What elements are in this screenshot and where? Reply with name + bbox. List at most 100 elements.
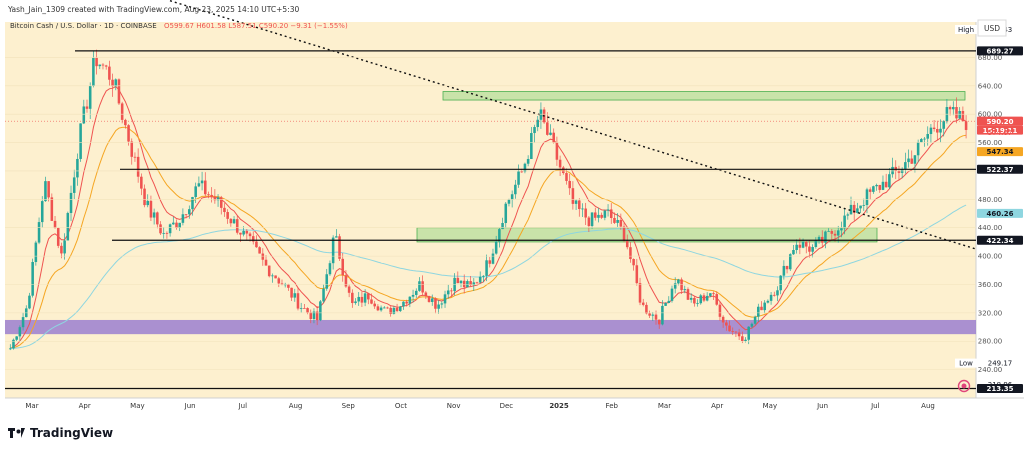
candle-body bbox=[782, 265, 786, 276]
candle-body bbox=[312, 311, 316, 319]
candle-body bbox=[443, 294, 447, 304]
candle-body bbox=[114, 79, 118, 87]
price-tag-text: 249.17 bbox=[988, 360, 1013, 368]
candle-body bbox=[15, 336, 18, 340]
price-tag-box bbox=[977, 125, 1023, 135]
candle-body bbox=[952, 107, 955, 110]
candle-body bbox=[817, 236, 821, 241]
candle-body bbox=[303, 308, 306, 309]
candle-body bbox=[191, 197, 194, 210]
candle-body bbox=[53, 220, 57, 228]
candle-body bbox=[360, 296, 364, 303]
candle-body bbox=[386, 307, 389, 309]
candle-body bbox=[18, 327, 22, 337]
candle-body bbox=[571, 188, 575, 204]
candle-body bbox=[478, 276, 482, 283]
y-tick-label: 360.00 bbox=[978, 281, 1003, 289]
price-labels-layer: 719.43High689.27590.2015:19:11574.07547.… bbox=[955, 24, 1023, 393]
x-tick-label: Oct bbox=[395, 402, 407, 410]
y-tick-label: 240.00 bbox=[978, 366, 1003, 374]
candle-body bbox=[702, 295, 706, 301]
candle-body bbox=[533, 127, 536, 134]
candle-body bbox=[801, 241, 805, 248]
x-tick-label: 2025 bbox=[549, 402, 569, 410]
candle-body bbox=[299, 308, 303, 309]
candle-body bbox=[741, 336, 744, 342]
candle-body bbox=[712, 293, 715, 295]
candle-body bbox=[462, 280, 466, 288]
candle-body bbox=[603, 210, 607, 218]
candle-body bbox=[737, 332, 741, 337]
candle-body bbox=[753, 316, 757, 324]
candle-body bbox=[613, 217, 616, 223]
candle-body bbox=[402, 301, 405, 307]
candle-body bbox=[856, 208, 859, 213]
candle-body bbox=[267, 265, 271, 277]
candle-body bbox=[897, 170, 901, 173]
candle-body bbox=[507, 199, 511, 204]
candle-body bbox=[216, 197, 220, 201]
candle-body bbox=[239, 232, 242, 235]
y-tick-label: 320.00 bbox=[978, 309, 1003, 317]
price-tag-box bbox=[977, 46, 1023, 56]
y-tick-label: 560.00 bbox=[978, 139, 1003, 147]
candle-body bbox=[651, 314, 655, 316]
candle-body bbox=[555, 142, 559, 160]
candle-body bbox=[111, 79, 114, 87]
price-tag-text: 213.35 bbox=[986, 385, 1013, 393]
candle-body bbox=[648, 313, 651, 316]
x-tick-label: Mar bbox=[658, 402, 671, 410]
candle-body bbox=[88, 85, 92, 109]
candle-body bbox=[884, 181, 888, 188]
y-axis-ticks: 240.00 280.00 320.00 360.00 400.00 440.00 480.… bbox=[5, 54, 1002, 374]
candle-body bbox=[280, 283, 284, 285]
candle-body bbox=[328, 263, 332, 275]
symbol-text: Bitcoin Cash / U.S. Dollar · 1D · COINBA… bbox=[10, 22, 157, 30]
price-tag-text: 522.37 bbox=[986, 166, 1013, 174]
y-tick-label: 280.00 bbox=[978, 338, 1003, 346]
candle-body bbox=[776, 290, 779, 296]
candle-body bbox=[683, 289, 687, 291]
candle-body bbox=[590, 212, 594, 227]
candle-body bbox=[546, 122, 549, 135]
candle-body bbox=[251, 236, 255, 242]
candle-body bbox=[587, 217, 591, 227]
candle-body bbox=[689, 297, 693, 300]
price-tag-text: 547.34 bbox=[986, 148, 1013, 156]
candle-body bbox=[932, 127, 936, 130]
candle-body bbox=[536, 119, 540, 128]
candle-body bbox=[133, 156, 137, 158]
y-tick-label: 480.00 bbox=[978, 196, 1003, 204]
candle-body bbox=[12, 339, 15, 349]
x-tick-label: Jul bbox=[870, 402, 880, 410]
candle-body bbox=[213, 196, 217, 201]
candle-body bbox=[530, 133, 533, 159]
candle-body bbox=[95, 57, 98, 67]
creator-text: Yash_Jain_1309 created with TradingView.… bbox=[7, 5, 299, 14]
candle-body bbox=[744, 339, 747, 342]
candle-body bbox=[120, 103, 124, 120]
candle-body bbox=[619, 220, 623, 227]
candle-body bbox=[769, 294, 773, 301]
candle-body bbox=[929, 127, 933, 135]
candle-body bbox=[936, 129, 939, 133]
candle-body bbox=[616, 220, 619, 223]
candle-body bbox=[501, 223, 504, 230]
candle-body bbox=[159, 224, 162, 234]
candle-body bbox=[597, 214, 600, 218]
candle-body bbox=[370, 299, 373, 304]
candle-body bbox=[156, 212, 159, 225]
candle-body bbox=[271, 275, 274, 277]
candle-body bbox=[21, 317, 25, 328]
candle-body bbox=[510, 194, 514, 200]
candle-body bbox=[891, 166, 894, 175]
candle-body bbox=[677, 279, 680, 284]
plot-background bbox=[5, 22, 976, 398]
currency-box[interactable] bbox=[977, 19, 1007, 37]
candle-body bbox=[514, 184, 517, 195]
candle-body bbox=[146, 200, 150, 206]
alert-icon[interactable] bbox=[957, 379, 971, 393]
candle-body bbox=[728, 325, 731, 332]
tradingview-logo-icon[interactable] bbox=[8, 428, 25, 438]
